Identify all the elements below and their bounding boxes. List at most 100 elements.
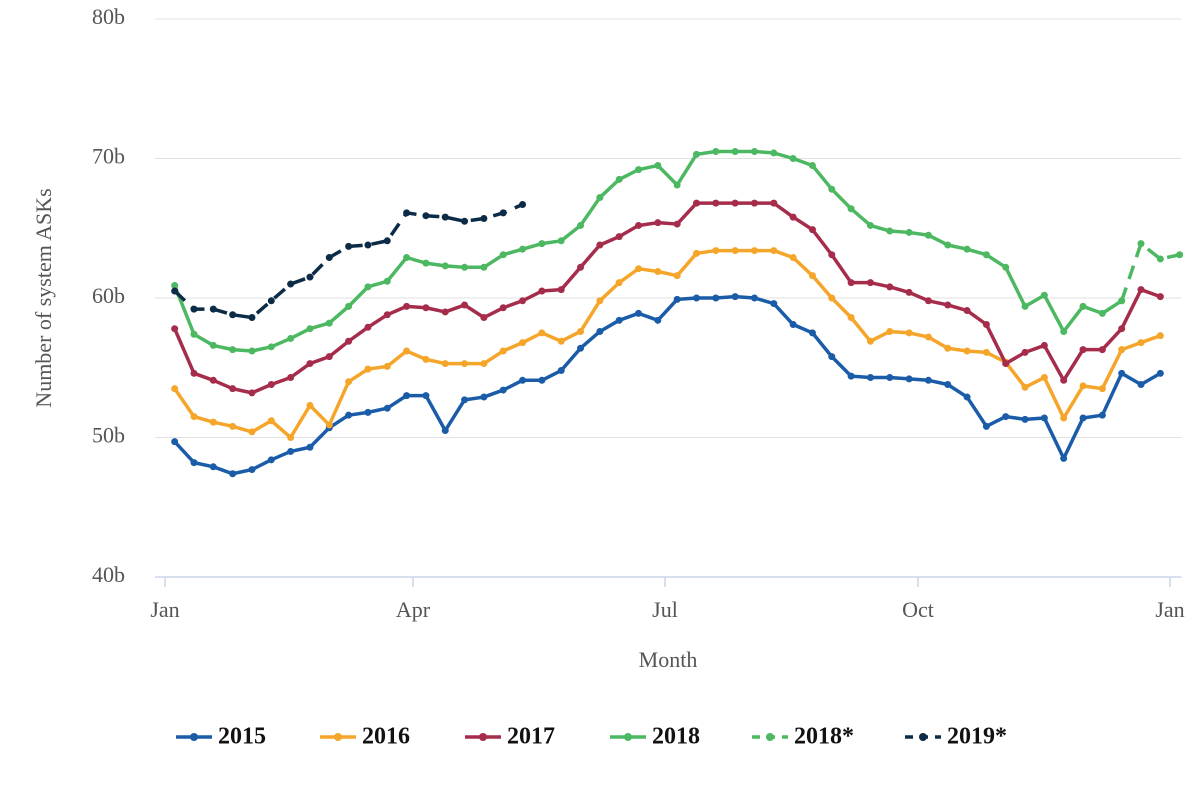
data-point — [886, 227, 894, 235]
data-point — [615, 233, 623, 241]
data-point — [499, 251, 507, 259]
data-point — [422, 259, 430, 267]
data-point — [577, 263, 585, 271]
data-point — [422, 212, 430, 220]
data-point — [731, 247, 739, 255]
data-point — [345, 378, 353, 386]
data-point — [1002, 263, 1010, 271]
data-point — [866, 221, 874, 229]
data-point — [1040, 374, 1048, 382]
data-point — [808, 161, 816, 169]
data-point — [808, 226, 816, 234]
data-point — [596, 297, 604, 305]
data-point — [171, 438, 179, 446]
data-point — [673, 181, 681, 189]
data-point — [1098, 385, 1106, 393]
data-point — [364, 365, 372, 373]
data-point — [963, 307, 971, 315]
data-point — [557, 286, 565, 294]
data-point — [267, 297, 275, 305]
data-point — [944, 344, 952, 352]
data-point — [654, 267, 662, 275]
data-point — [403, 347, 411, 355]
data-point — [944, 301, 952, 309]
data-point — [229, 422, 237, 430]
data-point — [1021, 348, 1029, 356]
data-point — [248, 428, 256, 436]
data-point — [557, 367, 565, 375]
data-point — [886, 374, 894, 382]
data-point — [383, 362, 391, 370]
data-point — [1002, 360, 1010, 368]
data-point — [1137, 380, 1145, 388]
data-point — [480, 360, 488, 368]
data-point — [1079, 414, 1087, 422]
data-point — [944, 380, 952, 388]
data-point — [306, 325, 314, 333]
data-point — [287, 374, 295, 382]
data-point — [1098, 346, 1106, 354]
data-point — [1079, 382, 1087, 390]
data-point — [847, 279, 855, 287]
data-point — [538, 329, 546, 337]
data-point — [1098, 411, 1106, 419]
legend-label: 2018* — [794, 724, 854, 750]
legend-marker — [479, 733, 487, 741]
data-point — [770, 300, 778, 308]
data-point — [577, 344, 585, 352]
data-point — [712, 294, 720, 302]
legend-marker — [624, 733, 632, 741]
data-point — [499, 209, 507, 217]
data-point — [1118, 325, 1126, 333]
data-point — [364, 241, 372, 249]
legend-marker — [190, 733, 198, 741]
data-point — [287, 434, 295, 441]
data-point — [982, 422, 990, 430]
data-point — [403, 392, 411, 400]
data-point — [635, 166, 643, 174]
y-tick-label: 80b — [92, 4, 125, 29]
legend-label: 2019* — [947, 724, 1007, 750]
data-point — [248, 314, 256, 322]
legend-marker — [334, 733, 342, 741]
data-point — [712, 148, 720, 156]
data-point — [635, 309, 643, 317]
data-point — [789, 254, 797, 262]
data-point — [712, 247, 720, 255]
data-point — [403, 209, 411, 217]
data-point — [171, 281, 179, 289]
data-point — [441, 427, 449, 435]
data-point — [461, 360, 469, 368]
data-point — [750, 247, 758, 255]
data-point — [1156, 293, 1164, 301]
data-point — [750, 199, 758, 207]
data-point — [383, 404, 391, 412]
data-point — [770, 149, 778, 157]
data-point — [615, 316, 623, 324]
data-point — [383, 277, 391, 285]
data-point — [519, 339, 527, 347]
data-point — [422, 304, 430, 312]
data-point — [654, 316, 662, 324]
data-point — [1021, 415, 1029, 423]
data-point — [750, 294, 758, 302]
data-point — [1040, 341, 1048, 349]
data-point — [345, 337, 353, 345]
data-point — [905, 375, 913, 383]
data-point — [866, 337, 874, 345]
data-point — [383, 311, 391, 319]
data-point — [461, 263, 469, 271]
data-point — [847, 372, 855, 380]
data-point — [519, 297, 527, 305]
data-point — [287, 334, 295, 342]
data-point — [944, 241, 952, 249]
data-point — [673, 272, 681, 280]
data-point — [731, 148, 739, 156]
data-point — [615, 175, 623, 183]
data-point — [519, 201, 527, 209]
data-point — [770, 199, 778, 207]
data-point — [654, 161, 662, 169]
data-point — [229, 470, 237, 478]
data-point — [209, 418, 217, 426]
